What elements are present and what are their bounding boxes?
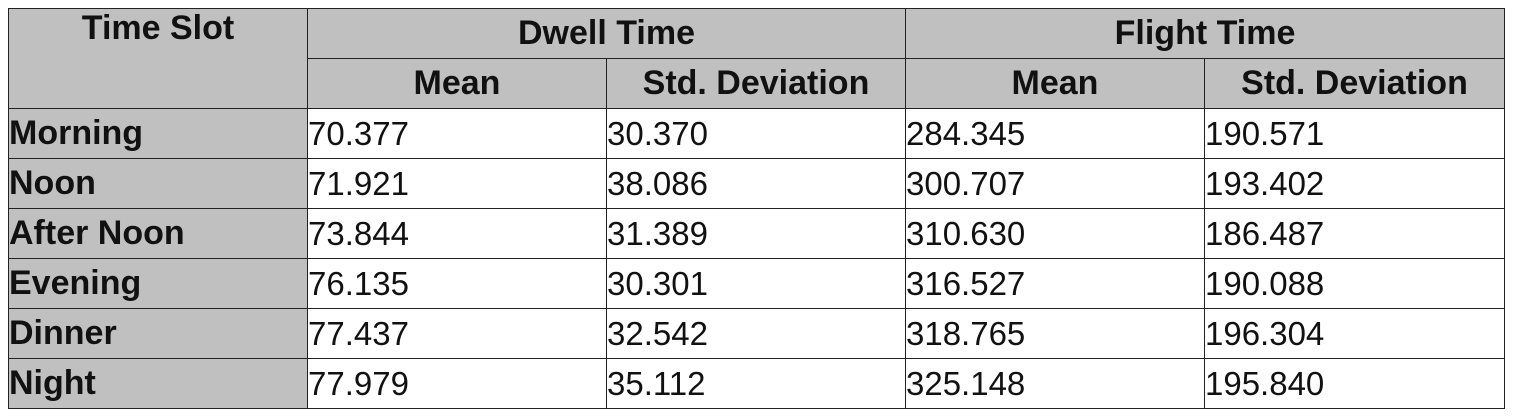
cell-dwell-mean: 73.844 [307,208,607,259]
cell-flight-mean: 284.345 [905,108,1205,159]
cell-flight-mean: 300.707 [905,158,1205,209]
cell-flight-mean: 318.765 [905,308,1205,359]
cell-flight-mean: 310.630 [905,208,1205,259]
cell-dwell-mean: 77.437 [307,308,607,359]
cell-dwell-mean: 70.377 [307,108,607,159]
statistics-table: Time Slot Dwell Time Flight Time Mean St… [8,8,1505,409]
cell-flight-mean: 316.527 [905,258,1205,309]
table-body: Morning 70.377 30.370 284.345 190.571 No… [8,108,1505,409]
header-dwell-time: Dwell Time [307,8,906,59]
cell-flight-std: 190.571 [1204,108,1505,159]
row-label-time-slot: After Noon [8,208,308,259]
header-dwell-std: Std. Deviation [606,58,906,109]
cell-flight-mean: 325.148 [905,358,1205,409]
cell-dwell-std: 31.389 [606,208,906,259]
table-row: Night 77.979 35.112 325.148 195.840 [8,358,1505,409]
header-flight-std: Std. Deviation [1204,58,1505,109]
header-time-slot: Time Slot [8,8,308,109]
header-flight-mean: Mean [905,58,1205,109]
cell-flight-std: 195.840 [1204,358,1505,409]
header-dwell-mean: Mean [307,58,607,109]
table-row: Morning 70.377 30.370 284.345 190.571 [8,108,1505,159]
table-row: Noon 71.921 38.086 300.707 193.402 [8,158,1505,209]
table-row: Dinner 77.437 32.542 318.765 196.304 [8,308,1505,359]
cell-dwell-std: 32.542 [606,308,906,359]
cell-dwell-std: 38.086 [606,158,906,209]
cell-dwell-std: 35.112 [606,358,906,409]
cell-flight-std: 193.402 [1204,158,1505,209]
table-header: Time Slot Dwell Time Flight Time Mean St… [8,8,1505,109]
row-label-time-slot: Morning [8,108,308,159]
row-label-time-slot: Evening [8,258,308,309]
cell-dwell-mean: 77.979 [307,358,607,409]
row-label-time-slot: Dinner [8,308,308,359]
cell-dwell-mean: 71.921 [307,158,607,209]
header-row-groups: Time Slot Dwell Time Flight Time [8,8,1505,109]
table-row: Evening 76.135 30.301 316.527 190.088 [8,258,1505,309]
cell-flight-std: 196.304 [1204,308,1505,359]
cell-flight-std: 186.487 [1204,208,1505,259]
row-label-time-slot: Night [8,358,308,409]
row-label-time-slot: Noon [8,158,308,209]
cell-flight-std: 190.088 [1204,258,1505,309]
header-flight-time: Flight Time [905,8,1505,59]
cell-dwell-std: 30.301 [606,258,906,309]
cell-dwell-mean: 76.135 [307,258,607,309]
header-row-stats: Mean Std. Deviation Mean Std. Deviation [9,58,1505,109]
table-row: After Noon 73.844 31.389 310.630 186.487 [8,208,1505,259]
cell-dwell-std: 30.370 [606,108,906,159]
